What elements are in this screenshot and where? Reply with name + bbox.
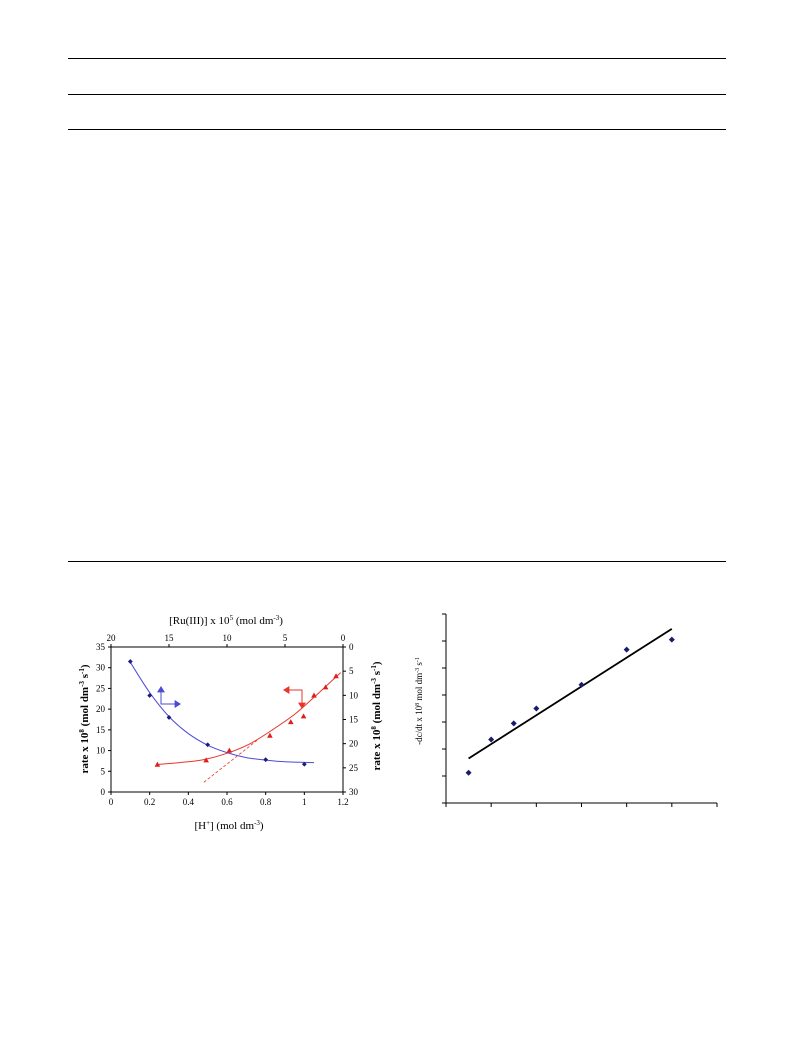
chart1-y-right-tick-label: 5 [349, 666, 354, 676]
chart1-red-point [226, 747, 233, 753]
chart1-red-point [267, 732, 273, 738]
chart2-point [488, 736, 495, 743]
chart1-x-bottom-tick-label: 1 [302, 797, 307, 807]
chart2-point [578, 681, 585, 688]
chart1-plot-frame [110, 646, 344, 793]
chart1-y-left-tick-label: 35 [96, 642, 106, 652]
chart2-point [668, 636, 675, 643]
chart1-blue-point [263, 757, 269, 763]
chart1-red-point [322, 684, 329, 690]
chart1-y-left-tick-label: 20 [96, 704, 106, 714]
table-rule-middle [68, 94, 726, 95]
chart1-y-right-tick-label: 30 [349, 787, 359, 797]
chart1-x-top-tick-label: 10 [223, 633, 233, 643]
chart1-blue-fit-curve [129, 662, 315, 764]
chart2-fit-line [468, 628, 673, 760]
chart2-ylabel: -dc/dt x 108 mol dm-3 s-1 [414, 657, 424, 745]
chart1-y-right-tick-label: 25 [349, 763, 359, 773]
chart1-xlabel-bottom: [H+] (mol dm-3) [194, 819, 263, 832]
chart1-x-top-tick-label: 0 [341, 633, 346, 643]
chart1-y-left-tick-label: 10 [96, 746, 106, 756]
chart2-point [510, 720, 517, 727]
chart1-red-extrapolation [203, 739, 258, 783]
chart1-y-left-tick-label: 0 [101, 787, 106, 797]
chart1-x-bottom-tick-label: 0.2 [144, 797, 155, 807]
chart1-y-right-tick-label: 10 [349, 690, 359, 700]
chart1-red-point [311, 692, 317, 698]
chart1-xlabel-top: [Ru(III)] x 105 (mol dm-3) [169, 614, 283, 627]
chart1-red-point [288, 719, 294, 725]
chart1-blue-point [127, 659, 133, 664]
chart2-point [533, 705, 540, 712]
chart1-ylabel-left: rate x 108 (mol dm-3 s-1) [78, 664, 91, 773]
chart1-x-top-tick-label: 15 [165, 633, 175, 643]
chart1-x-bottom-tick-label: 0 [109, 797, 114, 807]
chart1-blue-point [166, 715, 172, 720]
chart1-red-arrow-left [283, 686, 290, 694]
chart1-ylabel-right: rate x 108 (mol dm-3 s-1) [370, 661, 383, 770]
chart1-blue-point [205, 742, 211, 748]
chart1-y-left-tick-label: 15 [96, 725, 106, 735]
chart1-x-bottom-tick-label: 0.8 [260, 797, 272, 807]
chart1-y-left-tick-label: 5 [101, 766, 106, 776]
chart1-red-axis-arrow [289, 689, 303, 703]
chart1-blue-arrow-up [157, 686, 165, 693]
chart2-point [465, 769, 472, 776]
chart1-x-top-tick-label: 5 [283, 633, 288, 643]
chart1-y-left-tick-label: 30 [96, 663, 106, 673]
chart1-blue-arrow-right [174, 700, 181, 708]
section-rule [68, 561, 726, 562]
chart2-point [623, 646, 630, 653]
chart1-red-fit-curve [157, 672, 342, 765]
chart1-blue-point [147, 693, 153, 698]
chart1-x-bottom-tick-label: 0.6 [221, 797, 233, 807]
chart1-y-right-tick-label: 15 [349, 715, 359, 725]
chart1-blue-point [301, 761, 307, 767]
chart1-x-bottom-tick-label: 1.2 [337, 797, 348, 807]
table-rule-top [68, 58, 726, 59]
chart1-y-left-tick-label: 25 [96, 683, 106, 693]
chart1-x-top-tick-label: 20 [107, 633, 117, 643]
chart1-blue-axis-arrow [160, 691, 176, 705]
chart1-y-right-tick-label: 0 [349, 642, 354, 652]
table-rule-bottom [68, 129, 726, 130]
chart1-x-bottom-tick-label: 0.4 [183, 797, 195, 807]
chart1-red-point [203, 757, 209, 763]
chart1-red-point [300, 713, 307, 719]
chart1-red-point [333, 673, 339, 679]
chart1-red-point [154, 761, 161, 767]
chart1-red-arrow-down [298, 702, 306, 709]
chart1-y-right-tick-label: 20 [349, 739, 359, 749]
